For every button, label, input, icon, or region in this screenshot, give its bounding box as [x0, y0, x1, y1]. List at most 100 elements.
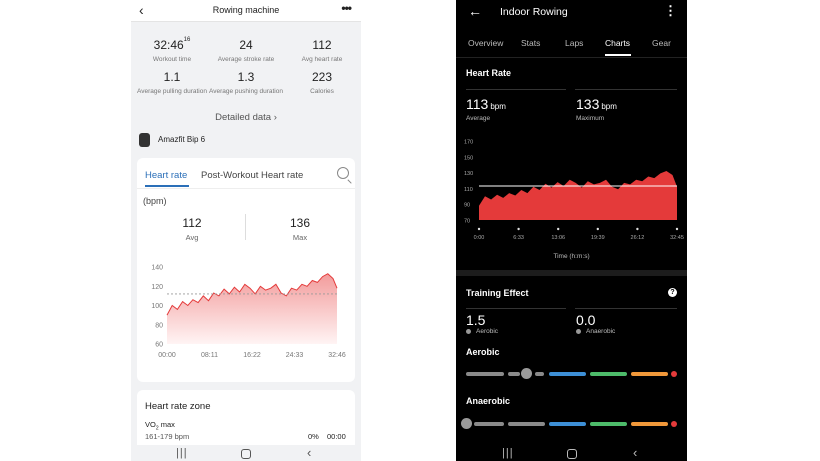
scale-segment: [508, 372, 520, 376]
aerobic-marker: [521, 368, 532, 379]
zone-name-suffix: max: [158, 420, 175, 429]
x-tick-dot: [596, 227, 599, 231]
back-arrow-icon[interactable]: ←: [468, 3, 482, 19]
recents-icon[interactable]: |||: [502, 447, 514, 459]
aerobic-dot-icon: [466, 329, 471, 334]
stat-value: 112: [312, 38, 332, 52]
max-label: Maximum: [576, 115, 605, 122]
stat-value: 1.1: [163, 70, 181, 84]
y-tick-label: 70: [464, 219, 470, 225]
recents-icon[interactable]: |||: [176, 447, 188, 459]
divider: [575, 308, 677, 309]
tab-overview[interactable]: Overview: [468, 38, 504, 48]
home-icon[interactable]: [567, 449, 577, 459]
x-tick-label: 08:11: [201, 352, 218, 359]
tab-divider: [456, 57, 687, 58]
x-tick-label: 32:45: [670, 235, 684, 241]
x-tick-label: 16:22: [243, 352, 261, 359]
scale-segment: [466, 372, 504, 376]
zone-name-prefix: VO: [145, 420, 156, 429]
divider: [575, 89, 677, 90]
divider: [466, 308, 566, 309]
scale-segment: [535, 372, 544, 376]
avg-value: 112: [182, 216, 202, 230]
avg-value: 113: [466, 96, 489, 112]
detailed-data-link[interactable]: Detailed data ›: [215, 112, 277, 123]
anaerobic-scale: [461, 417, 678, 431]
zoom-icon[interactable]: [337, 167, 349, 179]
device-name: Amazfit Bip 6: [158, 135, 206, 144]
training-effect-title: Training Effect: [466, 288, 529, 298]
active-tab-indicator: [605, 54, 631, 56]
stat-calories: 223 Calories: [285, 70, 359, 96]
x-tick-dot: [675, 227, 679, 231]
heart-rate-area: [167, 273, 337, 344]
aerobic-value: 1.5: [466, 312, 486, 328]
tab-gear[interactable]: Gear: [652, 38, 671, 48]
scale-segment: [631, 422, 668, 426]
stat-value: 1.3: [237, 70, 255, 84]
scale-segment: [631, 372, 668, 376]
tab-heart-rate[interactable]: Heart rate: [145, 170, 188, 181]
y-tick-label: 170: [464, 140, 473, 146]
anaerobic-marker: [461, 418, 472, 429]
tab-stats[interactable]: Stats: [521, 38, 541, 48]
page-title: Indoor Rowing: [500, 6, 568, 18]
scale-segment: [508, 422, 545, 426]
scale-segment: [590, 372, 627, 376]
x-tick-dot: [517, 227, 520, 231]
more-icon[interactable]: •••: [341, 1, 352, 15]
x-tick-label: 32:46: [328, 352, 346, 359]
active-tab-indicator: [145, 185, 189, 187]
max-value: 136: [289, 216, 311, 230]
max-heart-rate: 133 bpm: [576, 96, 617, 112]
x-axis-title: Time (h:m:s): [553, 253, 590, 260]
heart-rate-area: [479, 171, 677, 220]
heart-rate-chart: 140 120 100 80 60 00:00 08:11 16:22 24:33 32:46: [151, 265, 346, 360]
back-nav-icon[interactable]: ‹: [307, 445, 312, 460]
avg-heart-rate: 112 Avg: [157, 216, 227, 242]
x-tick-dot: [477, 227, 481, 231]
stat-workout-time: 32:4616 Workout time: [135, 37, 209, 64]
section-divider: [456, 270, 687, 276]
stat-label: Average pulling duration: [137, 88, 207, 95]
heart-rate-chart: 170 150 130 110 90 70 0:00 6:33 13:06 19:39 26:12 3…: [464, 140, 684, 242]
back-icon[interactable]: ‹: [139, 2, 144, 18]
tab-charts[interactable]: Charts: [605, 38, 631, 48]
zepp-app-screen: ‹ Rowing machine ••• 32:4616 Workout tim…: [131, 0, 361, 461]
top-bar: ← Indoor Rowing ⋮: [456, 0, 687, 26]
x-tick-label: 0:00: [474, 235, 485, 241]
garmin-app-screen: ← Indoor Rowing ⋮ Overview Stats Laps Ch…: [456, 0, 687, 461]
max-heart-rate: 136 Max: [265, 216, 335, 242]
aerobic-scale: [466, 367, 678, 381]
back-nav-icon[interactable]: ‹: [633, 445, 638, 460]
tab-post-workout-heart-rate[interactable]: Post-Workout Heart rate: [201, 170, 304, 181]
y-tick-label: 80: [155, 322, 163, 329]
heart-rate-card: Heart rate Post-Workout Heart rate (bpm)…: [137, 158, 355, 382]
max-label: Max: [292, 233, 308, 242]
x-tick-dot: [557, 227, 560, 231]
x-tick-label: 13:06: [551, 235, 565, 241]
tab-laps[interactable]: Laps: [565, 38, 584, 48]
divider: [466, 89, 566, 90]
stat-value-hundredths: 16: [183, 37, 191, 43]
system-nav-bar: ||| ‹: [131, 445, 361, 461]
anaerobic-label: Anaerobic: [586, 328, 616, 335]
divider: [245, 214, 246, 240]
y-tick-label: 100: [151, 303, 163, 310]
y-tick-label: 140: [151, 265, 163, 272]
stat-label: Average stroke rate: [217, 56, 275, 63]
max-unit: bpm: [601, 102, 617, 111]
stat-label: Average pushing duration: [209, 88, 283, 95]
zone-name: VO2 max: [145, 420, 175, 432]
tab-divider: [137, 188, 355, 189]
more-vertical-icon[interactable]: ⋮: [664, 3, 677, 18]
stat-value: 223: [311, 70, 333, 84]
home-icon[interactable]: [241, 449, 251, 459]
chart-unit-label: (bpm): [143, 196, 167, 206]
zone-time: 00:00: [327, 432, 346, 441]
help-icon[interactable]: ?: [668, 288, 677, 297]
avg-unit: bpm: [490, 102, 506, 111]
device-row: Amazfit Bip 6: [139, 130, 353, 150]
